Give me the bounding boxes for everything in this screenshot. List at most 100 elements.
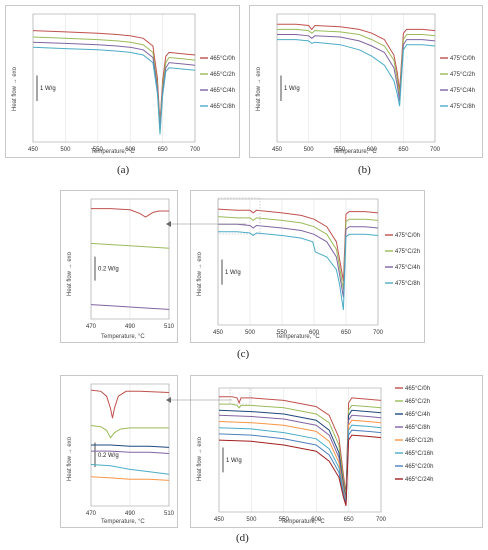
series-line <box>32 46 196 135</box>
legend-label: 465°C/0h <box>405 386 430 392</box>
x-tick-label: 500 <box>60 147 71 153</box>
legend-label: 475°C/2h <box>450 72 475 78</box>
series-line <box>90 242 170 249</box>
series-line <box>90 304 170 310</box>
x-tick-label: 600 <box>125 147 136 153</box>
x-axis-label: Temperature, °C <box>281 519 325 525</box>
series-line <box>218 409 382 500</box>
series-line <box>218 429 382 505</box>
x-tick-label: 700 <box>373 330 384 336</box>
x-tick-label: 450 <box>28 147 39 153</box>
panel-c: 450 500 550 600 650 700 1 W/g 475°C/0h 475°C/2h 4… <box>190 190 425 343</box>
series-line <box>277 39 436 107</box>
legend-label: 475°C/4h <box>450 88 475 94</box>
series-line <box>218 434 382 506</box>
series-line <box>277 34 436 102</box>
x-tick-label: 650 <box>398 147 409 153</box>
y-axis-label: Heat flow → exo <box>67 436 73 481</box>
x-tick-label: 550 <box>335 147 346 153</box>
x-tick-label: 650 <box>158 147 169 153</box>
series-line <box>32 41 196 131</box>
x-tick-label: 500 <box>304 147 315 153</box>
y-axis-label: Heat flow → exo <box>256 66 262 111</box>
legend-label: 465°C/20h <box>405 464 433 470</box>
series-line <box>32 36 196 127</box>
caption-d: (d) <box>236 532 249 544</box>
x-tick-label: 700 <box>376 517 387 523</box>
series-line <box>90 476 170 481</box>
x-tick-label: 550 <box>277 330 288 336</box>
panel-c-inset: 470 490 510 0.2 W/g Heat flow → exo Tempera… <box>60 190 178 343</box>
x-tick-label: 450 <box>213 330 224 336</box>
x-tick-label: 490 <box>125 324 136 330</box>
series-line <box>218 424 382 504</box>
x-tick-label: 450 <box>272 147 283 153</box>
x-tick-label: 650 <box>344 517 355 523</box>
plot-frame <box>276 13 436 143</box>
series-line <box>91 444 170 448</box>
x-tick-label: 450 <box>214 517 225 523</box>
chart-c-inset: 470 490 510 0.2 W/g <box>86 198 175 330</box>
legend-label: 475°C/4h <box>395 265 420 271</box>
legend-label: 475°C/8h <box>450 104 475 110</box>
x-axis-label: Temperature, °C <box>101 334 145 340</box>
series-line <box>90 464 170 475</box>
series-line <box>218 419 382 503</box>
plot-frame <box>90 198 170 320</box>
plot-frame <box>32 13 196 143</box>
chart-c: 450 500 550 600 650 700 1 W/g 475°C/0h 475°C/2h 4… <box>213 198 420 336</box>
x-axis-label: Temperature, °C <box>91 149 135 155</box>
x-tick-label: 700 <box>190 147 201 153</box>
legend-label: 475°C/0h <box>450 56 475 62</box>
series-line <box>218 231 379 310</box>
scale-bar-label: 1 W/g <box>40 86 56 92</box>
series-line <box>219 403 382 498</box>
chart-d-inset: 470 490 510 0.2 W/g <box>86 383 175 517</box>
series-line <box>218 223 379 298</box>
series-line <box>277 28 436 96</box>
panel-a: 450 500 550 600 650 700 1 W/g 465°C/0h 465°C/2h 4… <box>5 5 240 158</box>
y-axis-label: Heat flow → exo <box>197 436 203 481</box>
caption-c: (c) <box>237 348 250 360</box>
plot-frame <box>218 387 382 513</box>
x-tick-label: 500 <box>246 517 257 523</box>
series-line <box>277 23 436 91</box>
legend-label: 465°C/24h <box>405 477 433 483</box>
y-axis-label: Heat flow → exo <box>12 66 18 111</box>
chart-a: 450 500 550 600 650 700 1 W/g 465°C/0h 465°C/2h 4… <box>28 13 235 153</box>
scale-bar-label: 0.2 W/g <box>98 267 119 273</box>
caption-a: (a) <box>117 164 130 176</box>
legend-label: 465°C/0h <box>210 56 235 62</box>
panel-b: 450 500 550 600 650 700 1 W/g 475°C/0h 475°C/2h 4… <box>249 5 483 158</box>
legend-label: 465°C/2h <box>405 399 430 405</box>
legend-label: 465°C/12h <box>405 438 433 444</box>
series-line <box>217 216 379 290</box>
legend-label: 475°C/8h <box>395 281 420 287</box>
scale-bar-label: 1 W/g <box>226 458 242 464</box>
x-axis-label: Temperature, °C <box>276 334 320 340</box>
x-tick-label: 650 <box>341 330 352 336</box>
scale-bar-label: 1 W/g <box>284 86 300 92</box>
x-tick-label: 600 <box>309 330 320 336</box>
legend-label: 475°C/2h <box>395 249 420 255</box>
scale-bar-label: 0.2 W/g <box>98 453 119 459</box>
x-axis-label: Temperature, °C <box>101 519 145 525</box>
panel-d-inset: 470 490 510 0.2 W/g Heat flow → exo Tempera… <box>60 375 178 528</box>
legend-label: 465°C/4h <box>210 88 235 94</box>
legend-label: 465°C/8h <box>405 425 430 431</box>
series-line <box>91 208 169 218</box>
legend-label: 465°C/2h <box>210 72 235 78</box>
panel-d: 450 500 550 600 650 700 1 W/g 465°C/0h 465°C/2h 4… <box>190 375 483 528</box>
x-tick-label: 510 <box>164 511 175 517</box>
x-tick-label: 470 <box>86 324 97 330</box>
series-line <box>218 414 382 501</box>
series-line <box>32 30 196 123</box>
x-tick-label: 550 <box>279 517 290 523</box>
legend-label: 465°C/8h <box>210 104 235 110</box>
y-axis-label: Heat flow → exo <box>67 251 73 296</box>
x-tick-label: 550 <box>93 147 104 153</box>
scale-bar-label: 1 W/g <box>225 270 241 276</box>
x-tick-label: 500 <box>245 330 256 336</box>
x-tick-label: 510 <box>164 324 175 330</box>
x-tick-label: 470 <box>86 511 97 517</box>
